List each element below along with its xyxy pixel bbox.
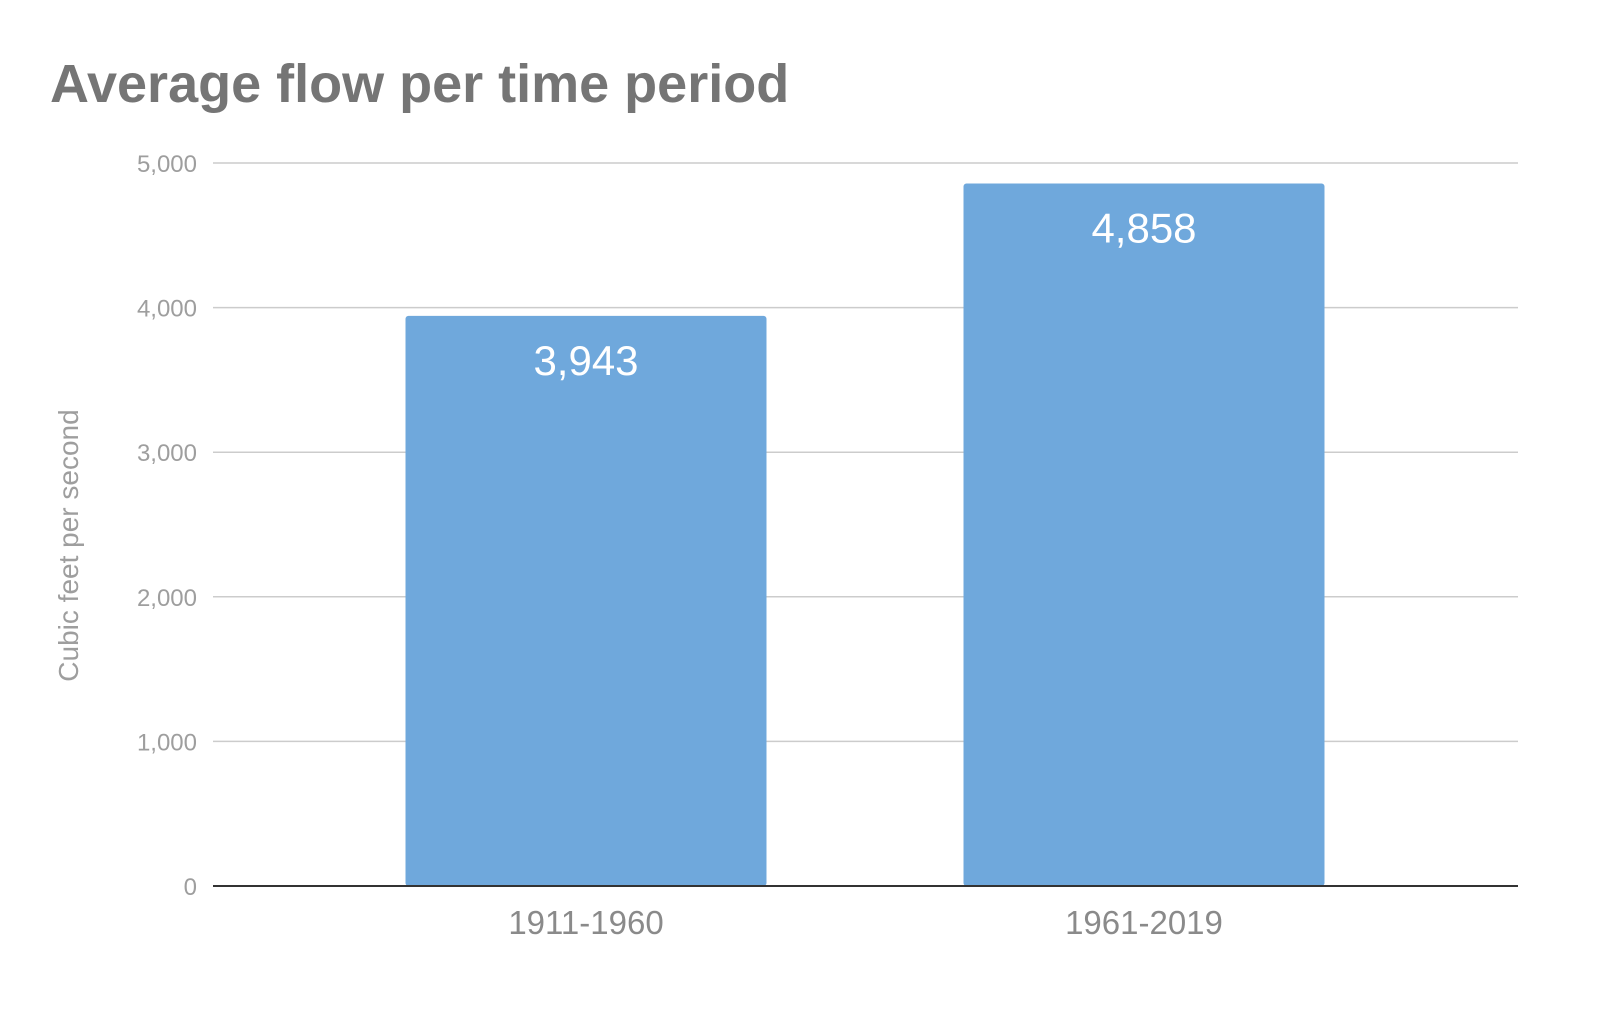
x-tick-label: 1961-2019	[1065, 904, 1223, 941]
y-axis-title: Cubic feet per second	[53, 409, 84, 681]
y-axis-ticks: 0 1,000 2,000 3,000 4,000 5,000	[137, 151, 197, 901]
y-tick-label: 0	[184, 874, 197, 901]
y-tick-label: 2,000	[137, 585, 197, 612]
data-labels: 3,943 4,858	[533, 205, 1196, 384]
data-label: 3,943	[533, 337, 638, 384]
x-axis-ticks: 1911-1960 1961-2019	[508, 904, 1223, 941]
bars	[405, 183, 1325, 887]
data-label: 4,858	[1091, 205, 1196, 252]
y-tick-label: 1,000	[137, 729, 197, 756]
x-tick-label: 1911-1960	[508, 904, 663, 941]
y-tick-label: 4,000	[137, 296, 197, 323]
bar-1961-2019	[963, 183, 1325, 886]
y-tick-label: 3,000	[137, 440, 197, 467]
bar-1911-1960	[405, 315, 767, 887]
chart-title: Average flow per time period	[50, 54, 789, 114]
y-tick-label: 5,000	[137, 151, 197, 178]
